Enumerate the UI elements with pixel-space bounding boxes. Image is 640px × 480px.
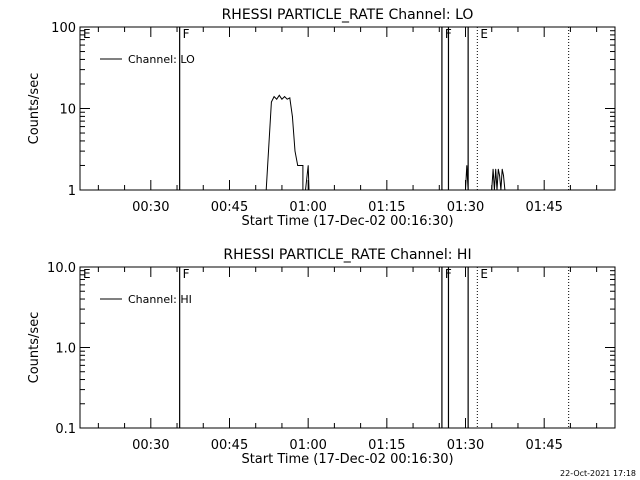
data-point	[294, 150, 296, 152]
chart-title: RHESSI PARTICLE_RATE Channel: LO	[222, 7, 474, 23]
data-point	[497, 168, 499, 170]
data-point	[467, 189, 469, 191]
footer-timestamp: 22-Oct-2021 17:18	[560, 469, 636, 478]
data-point	[310, 189, 312, 191]
data-point	[495, 168, 497, 170]
x-axis-label: Start Time (17-Dec-02 00:16:30)	[241, 214, 453, 229]
annotation-label: E	[83, 267, 91, 281]
y-tick-label: 0.1	[55, 422, 76, 437]
legend-entry: Channel: LO	[128, 53, 195, 66]
data-point	[499, 175, 501, 177]
x-tick-label: 01:15	[368, 200, 405, 215]
data-point	[271, 101, 272, 103]
data-point	[289, 97, 291, 99]
data-point	[504, 189, 506, 191]
annotation-label: F	[183, 267, 190, 281]
plot-frame	[79, 266, 616, 429]
x-tick-label: 01:30	[447, 200, 484, 215]
x-tick-label: 01:30	[447, 438, 484, 453]
y-tick-label: 100	[51, 21, 76, 36]
data-point	[493, 189, 495, 191]
data-point	[299, 165, 301, 166]
data-point	[281, 98, 283, 100]
y-axis-label: Counts/sec	[27, 73, 42, 145]
annotation-label: E	[480, 27, 488, 41]
data-point	[297, 165, 299, 166]
y-axis-label: Counts/sec	[27, 312, 42, 384]
data-point	[465, 189, 466, 191]
y-tick-label: 10.0	[47, 261, 76, 276]
x-tick-label: 01:00	[289, 438, 326, 453]
data-point	[500, 189, 502, 191]
data-point	[284, 96, 285, 97]
data-point	[276, 98, 278, 100]
x-tick-label: 01:45	[525, 200, 562, 215]
data-point	[496, 189, 498, 191]
data-point	[503, 175, 504, 177]
data-point	[307, 165, 309, 166]
data-point	[492, 168, 494, 170]
legend-entry: Channel: HI	[128, 293, 192, 306]
data-point	[273, 96, 275, 97]
data-point	[292, 115, 293, 117]
x-tick-label: 00:30	[132, 200, 169, 215]
data-point	[305, 189, 306, 191]
annotation-label: F	[183, 27, 190, 41]
annotation-label: E	[480, 267, 488, 281]
x-tick-label: 01:00	[289, 200, 326, 215]
data-point	[308, 189, 310, 191]
data-point	[302, 189, 304, 191]
plot-frame	[79, 26, 616, 191]
data-point	[491, 189, 493, 191]
x-tick-label: 00:45	[211, 200, 248, 215]
data-point	[302, 165, 304, 166]
y-tick-label: 1	[68, 184, 76, 199]
x-tick-label: 01:45	[525, 438, 562, 453]
chart-title: RHESSI PARTICLE_RATE Channel: HI	[223, 247, 471, 263]
data-point	[311, 189, 313, 191]
x-tick-label: 01:15	[368, 438, 405, 453]
x-tick-label: 00:30	[132, 438, 169, 453]
data-point	[286, 98, 288, 100]
data-point	[501, 168, 503, 170]
annotation-label: E	[83, 27, 91, 41]
data-point	[265, 189, 267, 191]
data-point	[278, 94, 280, 96]
x-axis-label: Start Time (17-Dec-02 00:16:30)	[241, 452, 453, 467]
data-point	[466, 165, 468, 166]
x-tick-label: 00:45	[211, 438, 248, 453]
series-line	[265, 94, 506, 191]
y-tick-label: 10	[59, 103, 76, 118]
y-tick-label: 1.0	[55, 342, 76, 357]
